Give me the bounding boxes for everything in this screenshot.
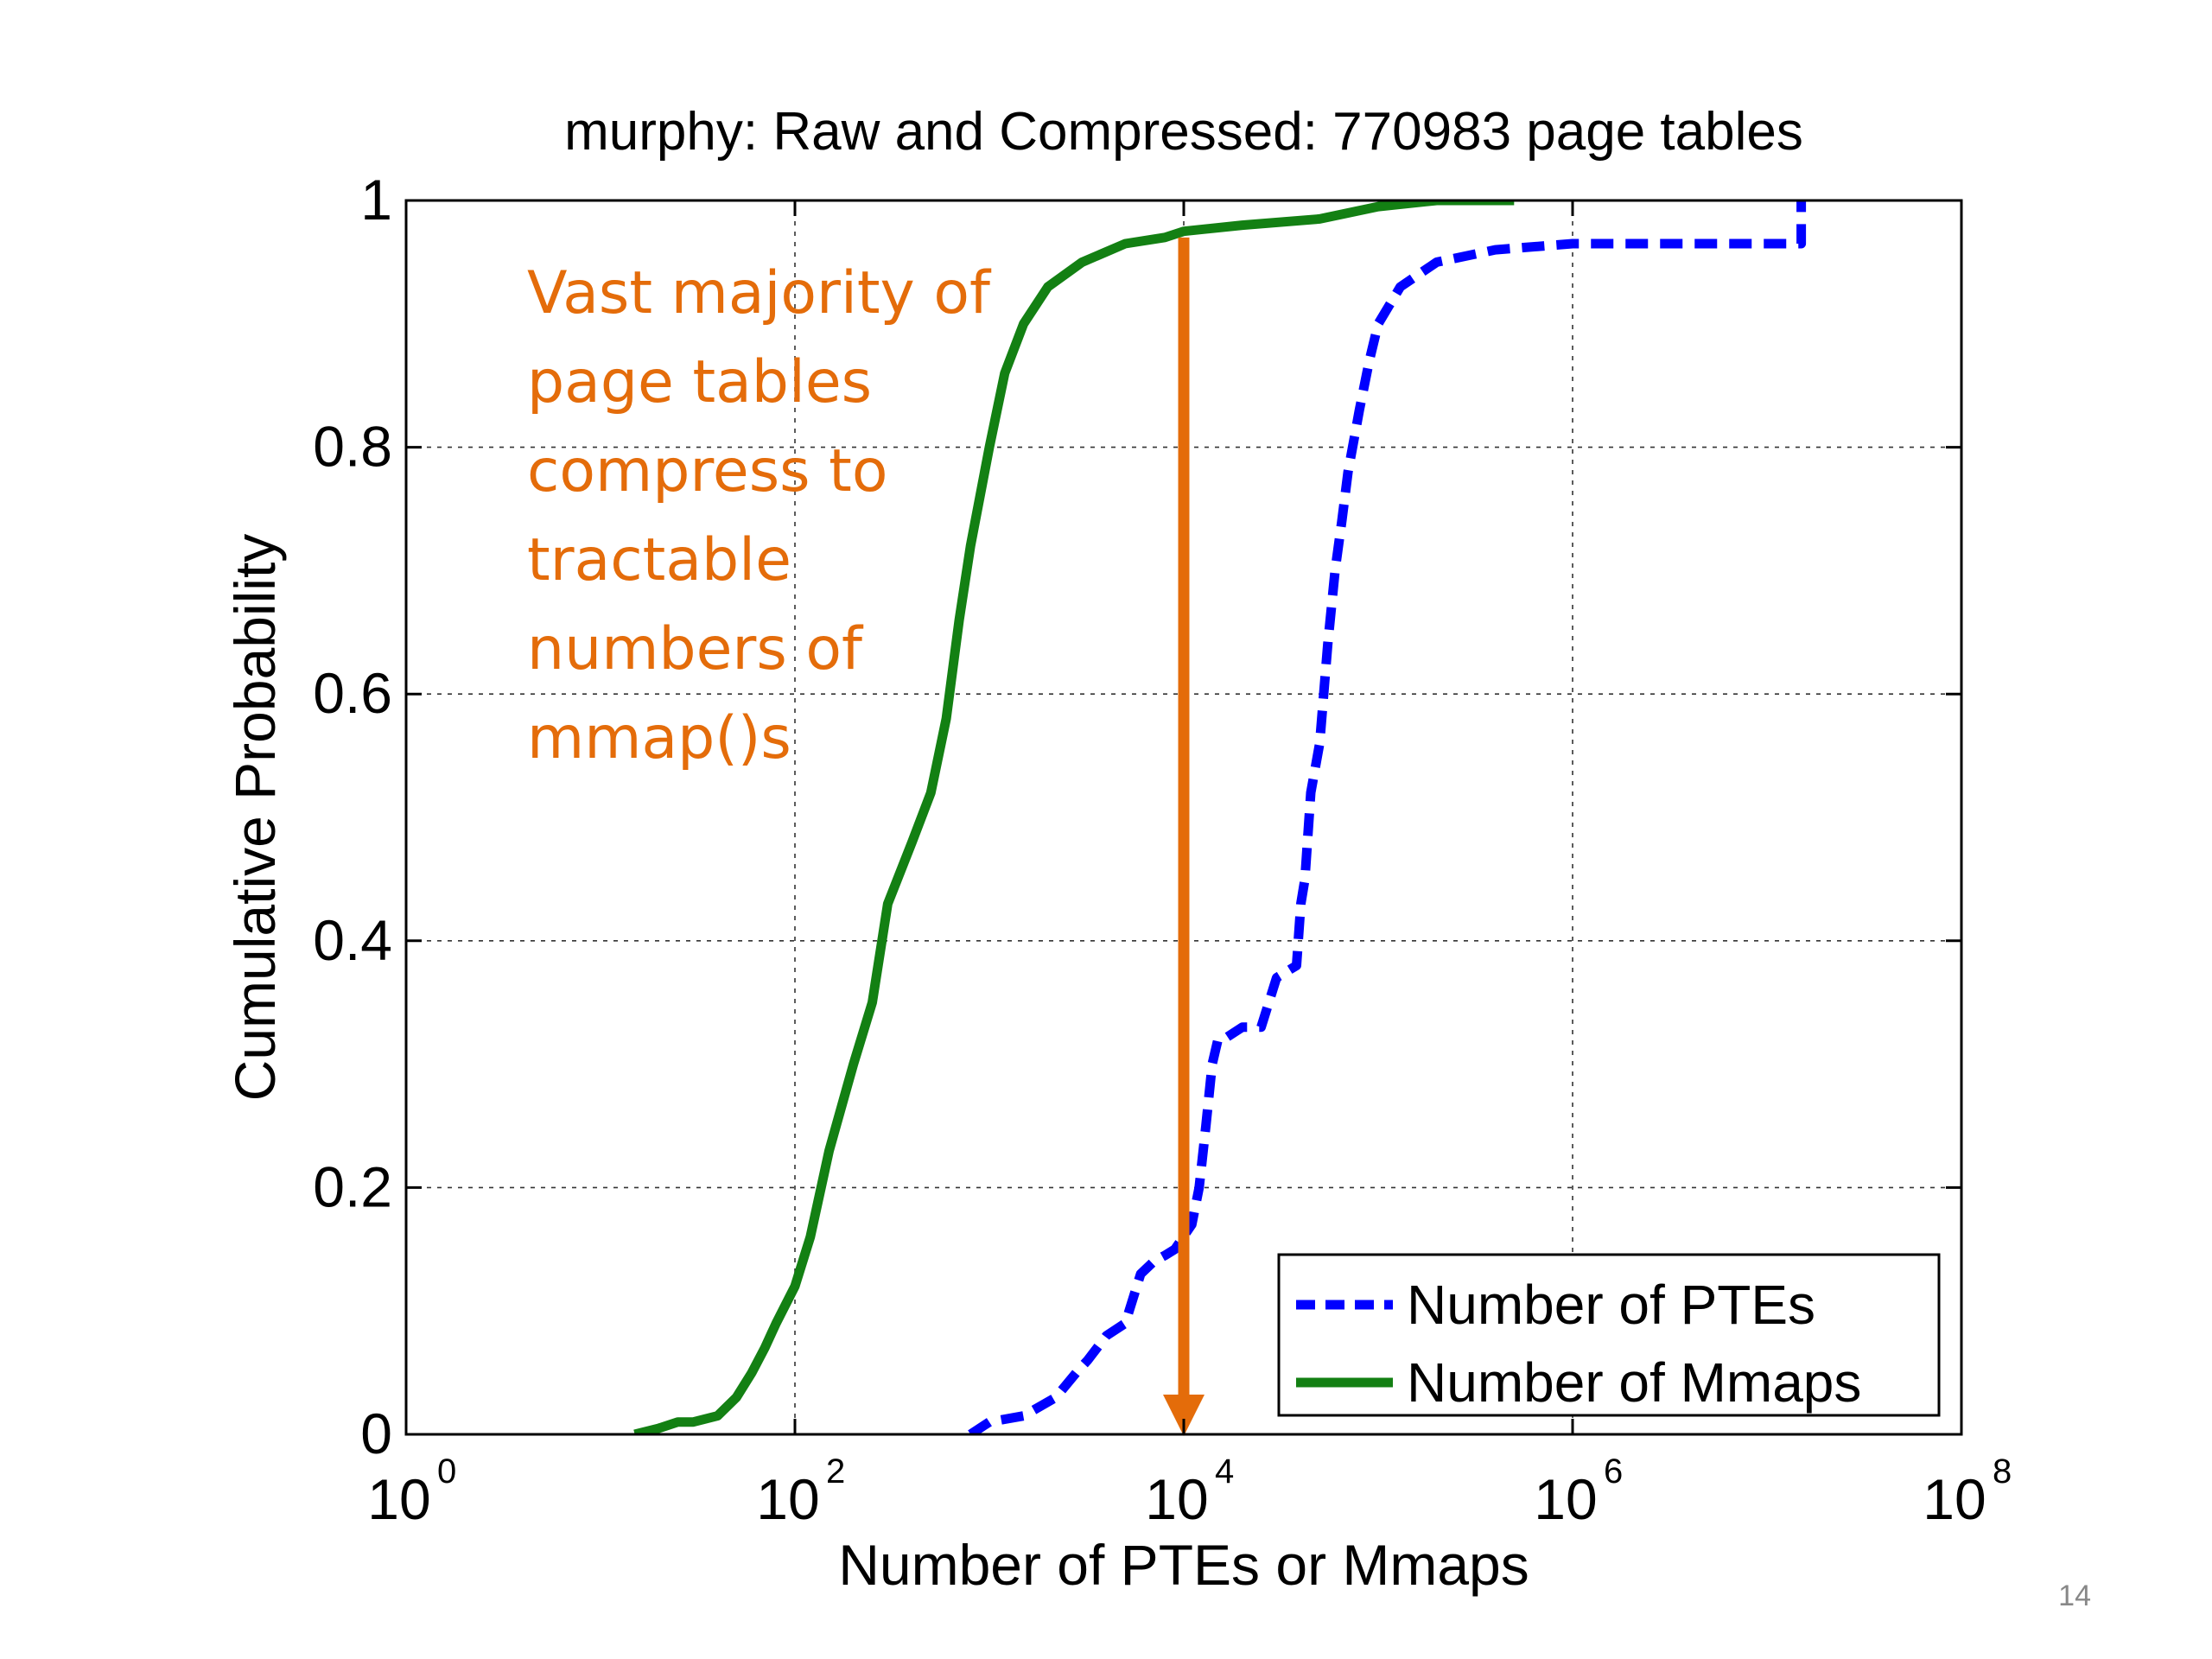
y-tick-label: 0 — [360, 1402, 392, 1465]
x-tick-exponent: 6 — [1604, 1452, 1623, 1491]
annotation-line: compress to — [527, 437, 887, 505]
series-line-0 — [968, 200, 1807, 1434]
x-tick-label: 10 — [756, 1467, 819, 1531]
chart-title: murphy: Raw and Compressed: 770983 page … — [564, 102, 1803, 162]
annotation-arrowhead — [1163, 1395, 1205, 1436]
x-tick-exponent: 2 — [826, 1452, 845, 1491]
annotation-line: mmap()s — [527, 704, 791, 772]
y-tick-label: 0.2 — [313, 1154, 392, 1218]
legend: Number of PTEs Number of Mmaps — [1277, 1253, 1941, 1417]
x-tick-label: 10 — [367, 1467, 430, 1531]
x-tick-label: 10 — [1534, 1467, 1597, 1531]
x-tick-exponent: 8 — [1993, 1452, 2012, 1491]
x-tick-exponent: 0 — [437, 1452, 456, 1491]
x-axis-label: Number of PTEs or Mmaps — [838, 1533, 1529, 1597]
series-line-1 — [633, 200, 1515, 1434]
annotation-line: page tables — [527, 348, 872, 416]
x-tick-exponent: 4 — [1215, 1452, 1234, 1491]
legend-label-0: Number of PTEs — [1407, 1274, 1815, 1336]
x-tick-label: 10 — [1923, 1467, 1986, 1531]
annotation-line: tractable — [527, 526, 791, 594]
y-tick-label: 0.8 — [313, 415, 392, 479]
y-tick-label: 0.6 — [313, 661, 392, 725]
y-axis-label: Cumulative Probability — [223, 534, 287, 1102]
annotation-line: Vast majority of — [527, 259, 992, 327]
x-tick-label: 10 — [1145, 1467, 1208, 1531]
y-tick-label: 1 — [360, 168, 392, 232]
page-number: 14 — [2058, 1580, 2091, 1612]
legend-box — [1277, 1253, 1941, 1417]
legend-label-1: Number of Mmaps — [1407, 1351, 1861, 1414]
y-tick-label: 0.4 — [313, 908, 392, 972]
annotation-line: numbers of — [527, 615, 864, 683]
annotation: Vast majority of page tables compress to tr… — [527, 237, 1205, 1436]
series-layer — [633, 200, 1807, 1434]
